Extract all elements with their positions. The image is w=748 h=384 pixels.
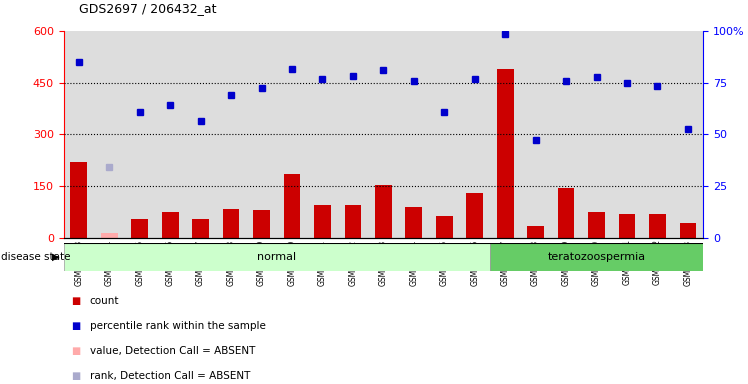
Bar [64,31,94,238]
Bar [649,214,666,238]
Bar [619,214,635,238]
Bar [551,31,581,238]
Bar [64,243,490,271]
Text: value, Detection Call = ABSENT: value, Detection Call = ABSENT [90,346,255,356]
Bar [246,31,277,238]
Bar [132,219,148,238]
Bar [283,174,301,238]
Text: rank, Detection Call = ABSENT: rank, Detection Call = ABSENT [90,371,250,381]
Bar [216,31,246,238]
Bar [405,207,422,238]
Bar [436,216,453,238]
Text: ■: ■ [71,346,80,356]
Bar [581,31,612,238]
Bar [223,209,239,238]
Bar [527,226,544,238]
Text: ■: ■ [71,321,80,331]
Bar [466,193,483,238]
Bar [429,31,459,238]
Text: percentile rank within the sample: percentile rank within the sample [90,321,266,331]
Bar [94,31,124,238]
Text: teratozoospermia: teratozoospermia [548,252,646,262]
Bar [345,205,361,238]
Bar [368,31,399,238]
Bar [521,31,551,238]
Text: disease state: disease state [1,252,70,262]
Bar [70,162,88,238]
Bar [186,31,216,238]
Bar [643,31,672,238]
Bar [490,31,521,238]
Bar [588,212,605,238]
Bar [337,31,368,238]
Bar [253,210,270,238]
Text: ■: ■ [71,371,80,381]
Bar [307,31,337,238]
Bar [124,31,155,238]
Text: GDS2697 / 206432_at: GDS2697 / 206432_at [79,2,216,15]
Bar [490,243,703,271]
Bar [101,233,117,238]
Bar [162,212,179,238]
Bar [192,219,209,238]
Bar [672,31,703,238]
Bar [679,223,696,238]
Bar [314,205,331,238]
Bar [558,188,574,238]
Bar [612,31,643,238]
Bar [497,69,514,238]
Bar [399,31,429,238]
Text: normal: normal [257,252,296,262]
Bar [375,184,392,238]
Bar [277,31,307,238]
Bar [155,31,186,238]
Bar [459,31,490,238]
Text: ▶: ▶ [52,252,60,262]
Text: count: count [90,296,119,306]
Text: ■: ■ [71,296,80,306]
